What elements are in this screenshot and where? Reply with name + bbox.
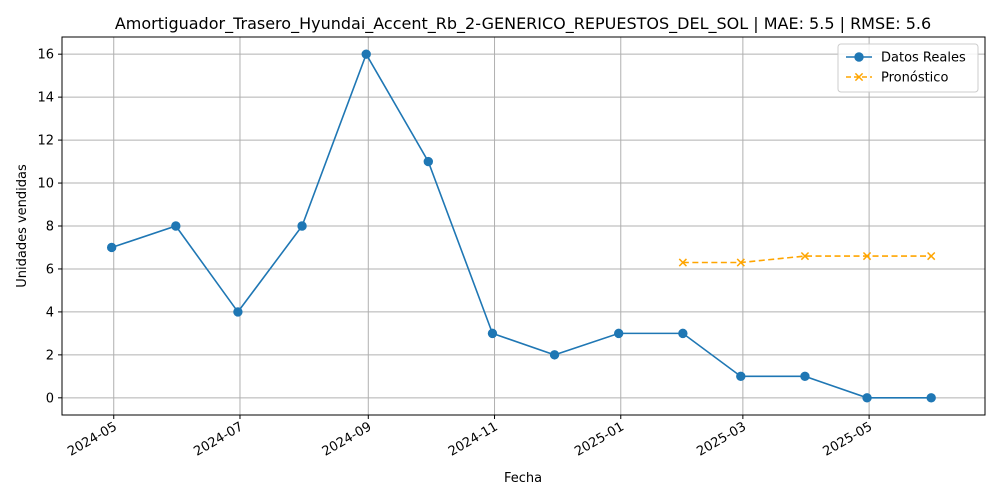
y-tick-label: 2 <box>46 348 54 363</box>
data-point <box>927 251 936 261</box>
y-axis-label: Unidades vendidas <box>15 164 30 288</box>
series-pronostico <box>678 251 936 267</box>
legend-label: Pronóstico <box>881 71 948 86</box>
data-point <box>297 221 307 231</box>
series-line <box>682 255 932 264</box>
legend-item: Datos Reales <box>846 51 966 66</box>
x-tick-label: 2024-07 <box>191 419 246 459</box>
x-tick-label: 2024-11 <box>446 419 501 459</box>
x-tick-label: 2025-01 <box>572 419 627 459</box>
data-point <box>678 328 688 339</box>
data-point <box>800 371 810 382</box>
x-tick-label: 2024-05 <box>65 419 120 459</box>
x-tick-label: 2024-09 <box>320 419 375 459</box>
chart-title: Amortiguador_Trasero_Hyundai_Accent_Rb_2… <box>115 14 931 34</box>
data-point <box>487 328 498 339</box>
data-point <box>736 258 745 267</box>
x-marker-stroke <box>736 258 745 267</box>
data-point <box>613 328 624 339</box>
x-marker-stroke <box>862 251 872 261</box>
data-point <box>361 49 371 59</box>
x-marker-stroke <box>800 251 810 261</box>
data-point <box>678 258 687 267</box>
series-line <box>111 52 932 399</box>
legend-label: Datos Reales <box>881 51 966 66</box>
data-point <box>171 221 181 231</box>
y-tick-label: 14 <box>37 91 54 106</box>
data-point <box>926 393 936 403</box>
y-tick-label: 6 <box>46 262 54 277</box>
x-marker-stroke <box>927 251 936 261</box>
data-point <box>106 242 117 253</box>
series <box>106 49 936 403</box>
y-tick-label: 12 <box>37 134 54 149</box>
y-tick-label: 8 <box>46 220 54 235</box>
legend-marker <box>854 72 864 82</box>
x-tick-label: 2025-05 <box>821 419 876 459</box>
y-tick-label: 4 <box>46 305 54 320</box>
x-marker-stroke <box>678 258 687 267</box>
x-axis-label: Fecha <box>504 471 542 486</box>
data-point <box>862 251 872 261</box>
data-point <box>549 350 560 360</box>
y-tick-label: 10 <box>37 177 54 192</box>
data-point <box>800 251 810 261</box>
data-point <box>233 307 243 317</box>
grid <box>62 37 985 415</box>
legend-marker <box>854 52 864 62</box>
legend-box <box>837 43 979 93</box>
x-tick-label: 2025-03 <box>694 419 749 459</box>
data-point <box>736 371 746 382</box>
y-tick-label: 0 <box>46 391 54 406</box>
data-point <box>862 393 872 403</box>
x-marker-stroke <box>854 72 864 82</box>
y-tick-label: 16 <box>37 48 54 63</box>
legend: Datos Reales Pronóstico <box>837 43 979 93</box>
series-datos-reales <box>106 49 936 403</box>
data-point <box>423 156 434 167</box>
legend-item: Pronóstico <box>846 71 948 86</box>
